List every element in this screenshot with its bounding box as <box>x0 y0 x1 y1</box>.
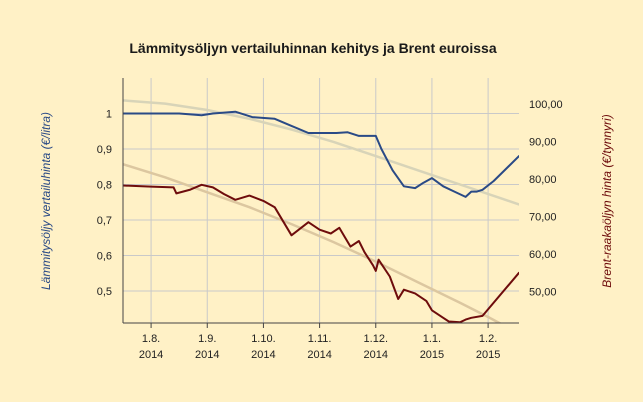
x-tick-label-line1: 1.10. <box>251 333 275 345</box>
x-tick-label-line2: 2014 <box>195 349 219 361</box>
left-tick-label: 0,7 <box>97 215 112 227</box>
x-tick-label-line1: 1.1. <box>423 333 441 345</box>
left-axis-label: Lämmitysöljy vertailuhinta (€/litra) <box>39 112 53 290</box>
x-tick-label-line2: 2014 <box>364 349 388 361</box>
x-tick-label-line1: 1.12. <box>364 333 388 345</box>
left-tick-label: 0,5 <box>97 286 112 298</box>
right-tick-label: 70,00 <box>529 212 557 224</box>
trendline-heating-oil <box>123 99 519 206</box>
x-tick-label-line2: 2014 <box>251 349 275 361</box>
left-tick-label: 1 <box>106 109 112 121</box>
right-tick-label: 100,00 <box>529 99 563 111</box>
right-tick-label: 50,00 <box>529 287 557 299</box>
series-line-heating-oil <box>123 110 519 198</box>
chart-title: Lämmitysöljyn vertailuhinnan kehitys ja … <box>129 40 496 56</box>
x-tick-label-line2: 2014 <box>139 349 163 361</box>
left-tick-label: 0,9 <box>97 144 112 156</box>
x-tick-label-line2: 2015 <box>476 349 500 361</box>
x-tick-label-line2: 2015 <box>420 349 444 361</box>
x-tick-label-line1: 1.8. <box>142 333 160 345</box>
x-tick-label-line1: 1.9. <box>198 333 216 345</box>
x-tick-label-line2: 2014 <box>307 349 331 361</box>
x-tick-label-line1: 1.11. <box>308 333 332 345</box>
plot-area: 0,5 0,6 0,7 0,8 0,9 1 50,00 60,00 70,00 80,00 90,0… <box>97 78 563 361</box>
right-tick-label: 80,00 <box>529 174 557 186</box>
left-tick-label: 0,6 <box>97 251 112 263</box>
right-tick-label: 90,00 <box>529 137 557 149</box>
series-line-brent <box>123 183 519 323</box>
right-axis-label: Brent-raakaöljyn hinta (€/tynnyri) <box>600 114 614 287</box>
left-tick-label: 0,8 <box>97 180 112 192</box>
right-tick-label: 60,00 <box>529 249 557 261</box>
x-tick-label-line1: 1.2. <box>479 333 497 345</box>
